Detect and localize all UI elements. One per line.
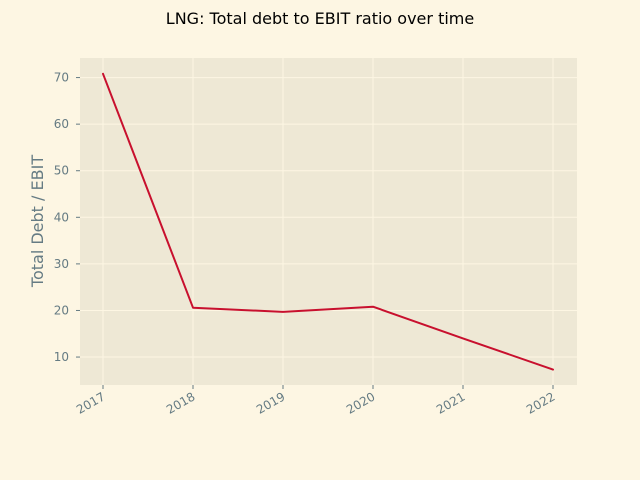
- chart-title: LNG: Total debt to EBIT ratio over time: [166, 9, 474, 28]
- x-tick-label: 2017: [74, 389, 107, 416]
- series-line: [102, 72, 554, 371]
- y-tick-label: 60: [54, 117, 69, 131]
- x-tick-label: 2022: [524, 389, 557, 416]
- y-tick-label: 40: [54, 210, 69, 224]
- x-tick-label: 2019: [254, 389, 287, 416]
- y-tick-label: 70: [54, 71, 69, 85]
- x-tick-label: 2021: [434, 389, 467, 416]
- x-tick-label: 2018: [164, 389, 197, 416]
- y-tick-label: 30: [54, 257, 69, 271]
- x-tick-label: 2020: [344, 389, 377, 416]
- plot-area: [80, 58, 577, 385]
- y-tick-label: 10: [54, 350, 69, 364]
- series-layer: [102, 72, 554, 371]
- y-axis-label: Total Debt / EBIT: [28, 155, 47, 288]
- y-tick-label: 50: [54, 164, 69, 178]
- grid: [80, 58, 577, 385]
- y-tick-label: 20: [54, 303, 69, 317]
